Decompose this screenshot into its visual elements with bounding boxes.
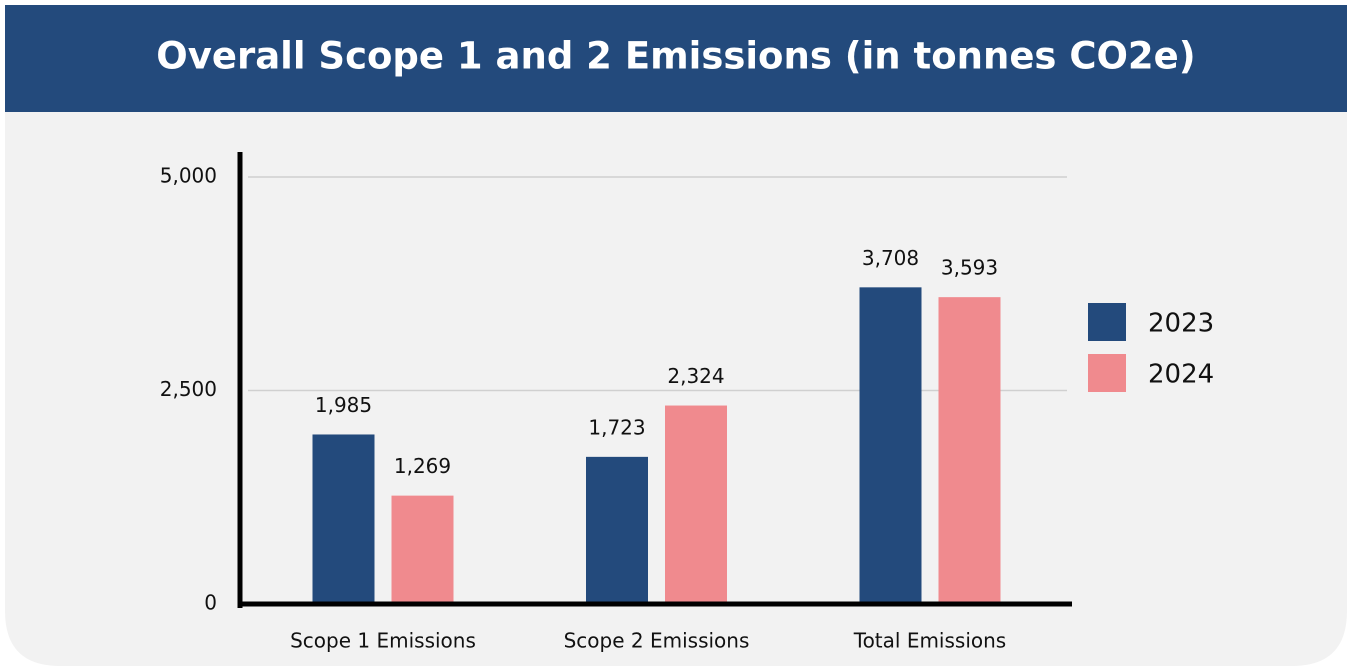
y-tick-label: 2,500 [160, 377, 217, 401]
value-label: 1,269 [394, 454, 451, 478]
bar [938, 297, 1001, 604]
bar [665, 405, 727, 604]
value-label: 2,324 [667, 364, 724, 388]
legend-label: 2023 [1148, 309, 1214, 339]
value-label: 1,723 [588, 415, 645, 439]
x-tick-label: Total Emissions [853, 629, 1006, 653]
bar [859, 287, 922, 604]
bar [391, 495, 454, 604]
legend-swatch [1088, 354, 1126, 392]
value-label: 1,985 [315, 393, 372, 417]
x-tick-label: Scope 2 Emissions [564, 629, 750, 653]
x-tick-label: Scope 1 Emissions [290, 629, 476, 653]
legend-label: 2024 [1148, 360, 1214, 390]
bar [586, 456, 648, 604]
legend-swatch [1088, 303, 1126, 341]
value-label: 3,593 [941, 256, 998, 280]
value-label: 3,708 [862, 246, 919, 270]
y-tick-label: 5,000 [160, 164, 217, 188]
bar [312, 434, 375, 604]
y-tick-label: 0 [204, 591, 217, 615]
chart-title: Overall Scope 1 and 2 Emissions (in tonn… [156, 35, 1195, 78]
header [5, 5, 1347, 112]
